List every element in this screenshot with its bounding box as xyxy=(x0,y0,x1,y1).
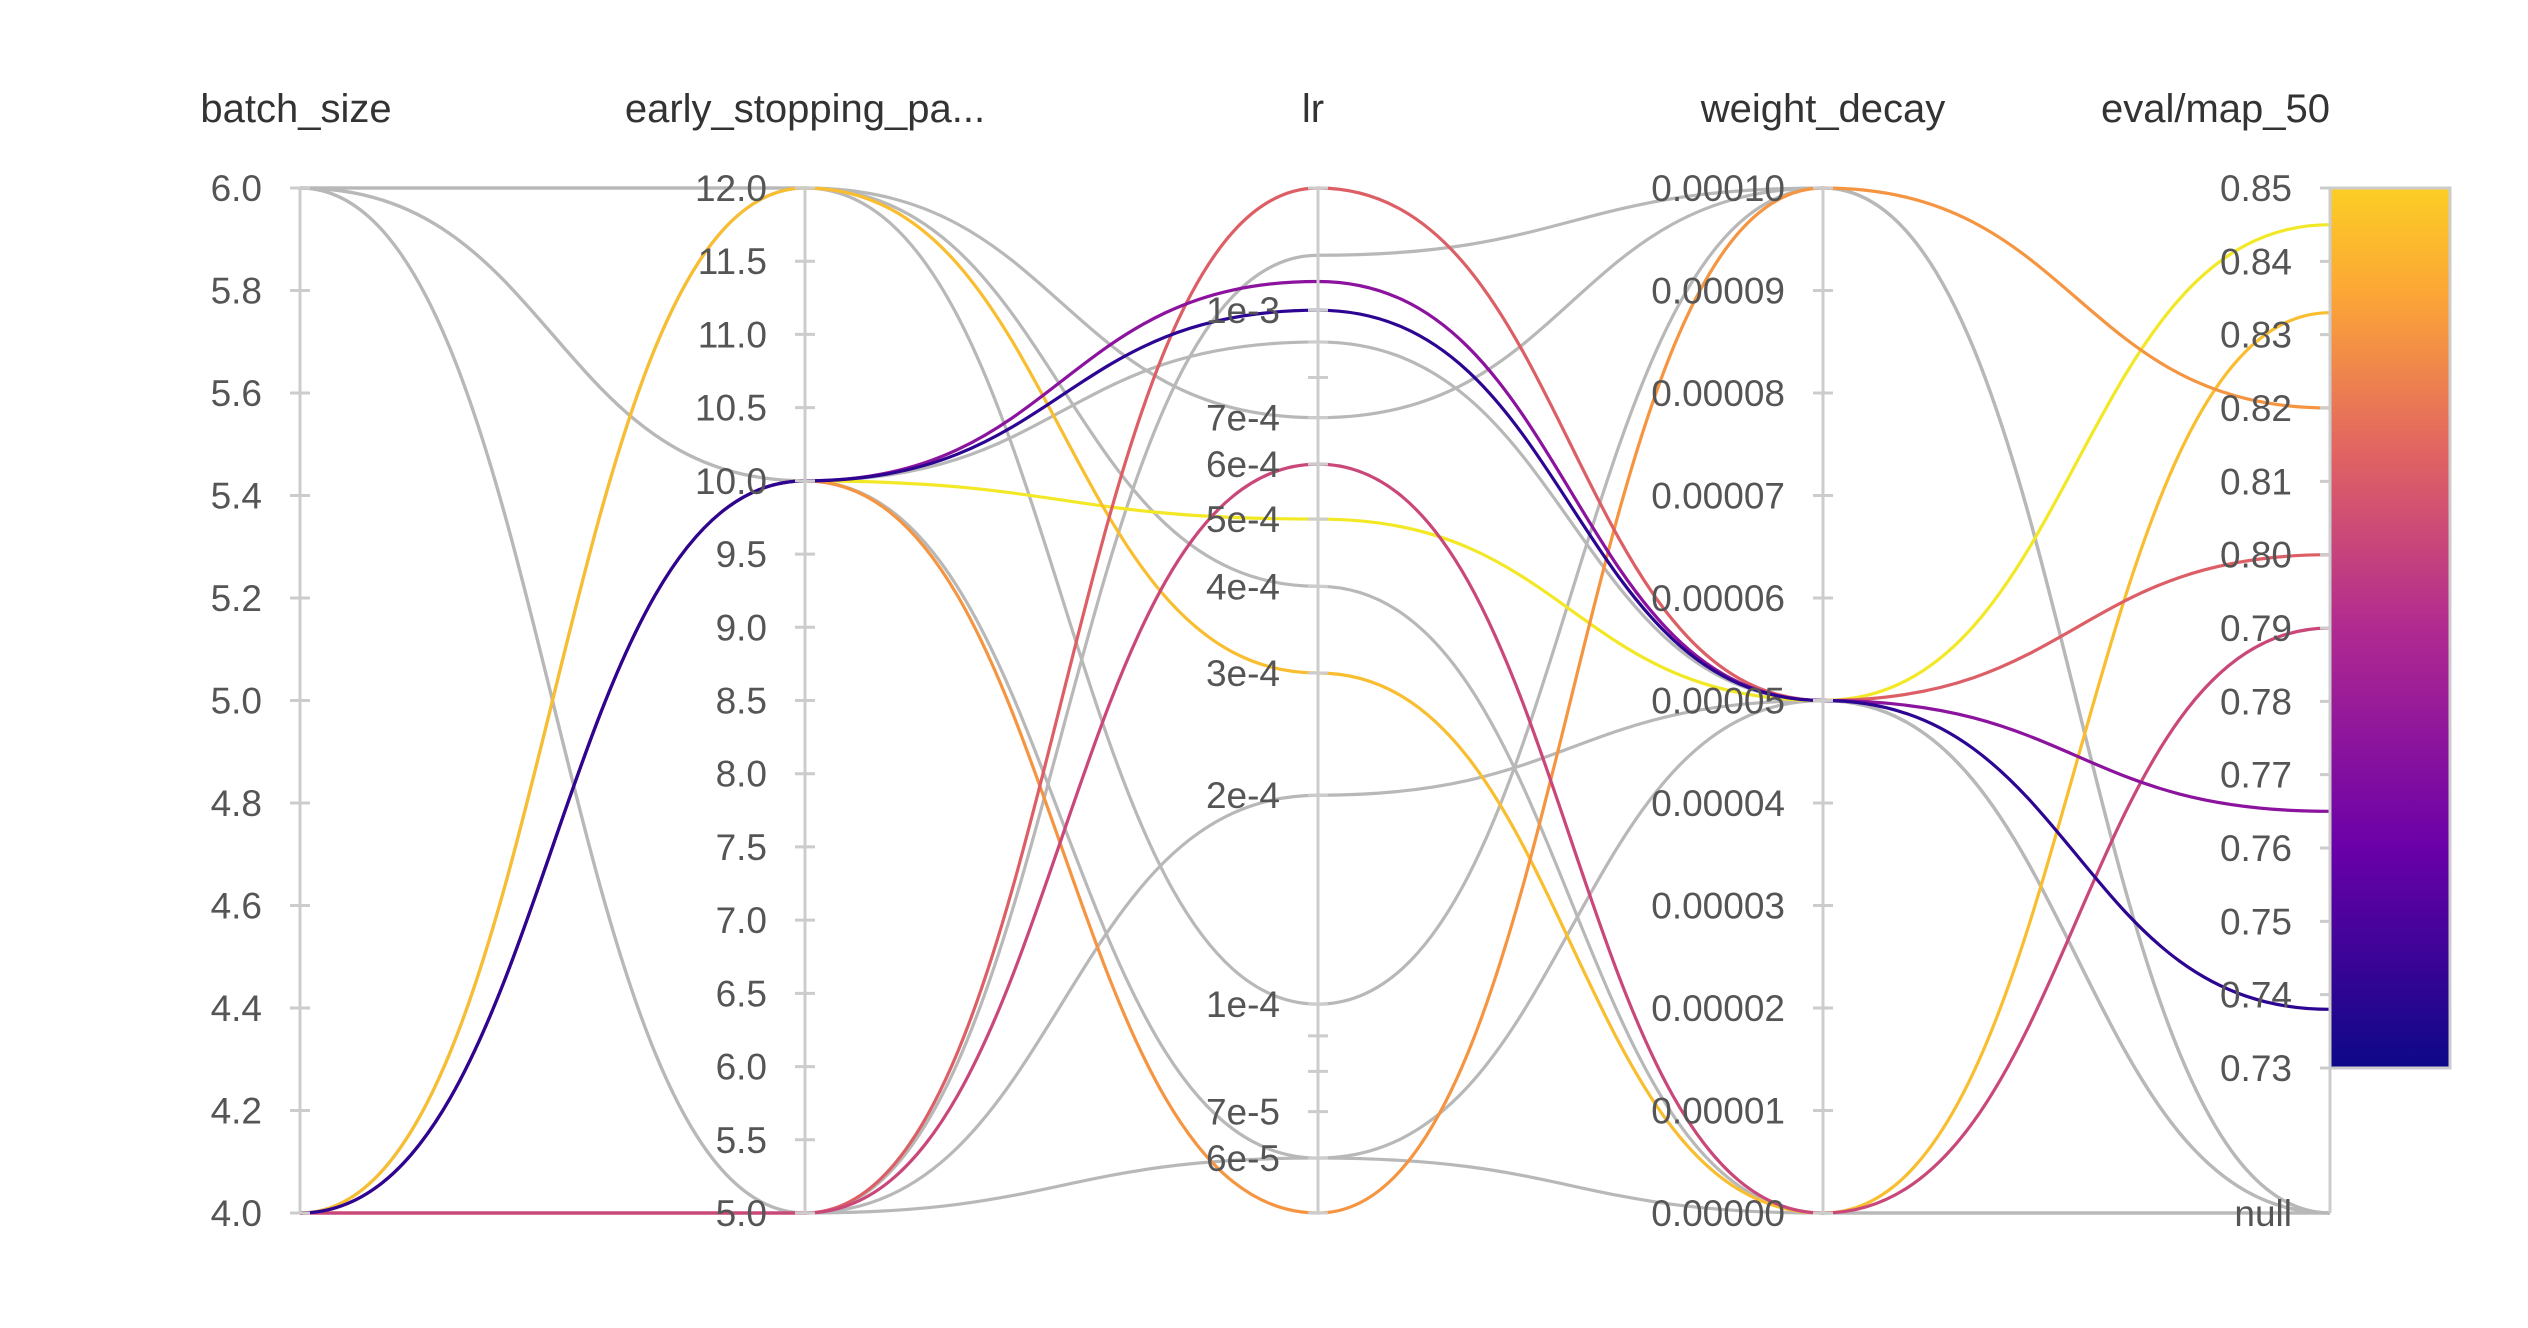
tick-label-batch-size-5-0: 5.0 xyxy=(211,681,262,722)
tick-label-batch-size-5-2: 5.2 xyxy=(211,578,262,619)
tick-label-batch-size-4-0: 4.0 xyxy=(211,1193,262,1234)
tick-label-eval-map-50-0-84: 0.84 xyxy=(2220,241,2292,282)
tick-label-early-stopping-8-5: 8.5 xyxy=(716,681,767,722)
tick-label-early-stopping-9-5: 9.5 xyxy=(716,534,767,575)
run-line-14[interactable] xyxy=(299,186,2330,1215)
tick-label-lr-1e-3: 1e-3 xyxy=(1206,290,1280,331)
axis-title-weight-decay[interactable]: weight_decay xyxy=(1700,87,1946,131)
tick-label-early-stopping-7-5: 7.5 xyxy=(716,827,767,868)
tick-label-eval-map-50-0-82: 0.82 xyxy=(2220,388,2292,429)
tick-label-early-stopping-10-5: 10.5 xyxy=(695,388,767,429)
axis-batch-size[interactable]: batch_size 6.0 5.8 5.6 5.4 5.2 5.0 4.8 4.6 4.4 4.2… xyxy=(200,87,391,1234)
tick-label-early-stopping-12-0: 12.0 xyxy=(695,168,767,209)
tick-label-weight-decay-0-00009: 0.00009 xyxy=(1651,271,1785,312)
run-line-7[interactable] xyxy=(299,308,2331,1215)
axis-eval-map-50[interactable]: eval/map_50 0.85 0.84 0.83 0.82 0.81 0.80 0.79 0… xyxy=(2101,87,2340,1234)
tick-label-lr-6e-5: 6e-5 xyxy=(1206,1138,1280,1179)
tick-label-eval-map-50-0-83: 0.83 xyxy=(2220,315,2292,356)
tick-label-weight-decay-0-00005: 0.00005 xyxy=(1651,681,1785,722)
tick-label-lr-3e-4: 3e-4 xyxy=(1206,653,1280,694)
tick-label-weight-decay-0-00003: 0.00003 xyxy=(1651,886,1785,927)
tick-label-lr-4e-4: 4e-4 xyxy=(1206,566,1280,607)
tick-label-lr-7e-4: 7e-4 xyxy=(1206,398,1280,439)
tick-label-eval-map-50-null: null xyxy=(2234,1193,2292,1234)
tick-label-early-stopping-5-5: 5.5 xyxy=(716,1120,767,1161)
tick-label-weight-decay-0-00004: 0.00004 xyxy=(1651,783,1785,824)
tick-label-batch-size-4-6: 4.6 xyxy=(211,886,262,927)
tick-label-weight-decay-0-00010: 0.00010 xyxy=(1651,168,1785,209)
tick-label-batch-size-4-8: 4.8 xyxy=(211,783,262,824)
tick-label-lr-2e-4: 2e-4 xyxy=(1206,775,1280,816)
tick-label-eval-map-50-0-80: 0.80 xyxy=(2220,535,2292,576)
axis-lr[interactable]: lr 1e-3 7e-4 6e-4 5e-4 4e-4 3e-4 2e-4 1e-4 7e-5 6e… xyxy=(1206,87,1328,1215)
run-line-1[interactable] xyxy=(299,223,2331,1215)
tick-label-weight-decay-0-00000: 0.00000 xyxy=(1651,1193,1785,1234)
axis-title-lr[interactable]: lr xyxy=(1302,87,1324,131)
tick-label-weight-decay-0-00007: 0.00007 xyxy=(1651,476,1785,517)
tick-label-eval-map-50-0-79: 0.79 xyxy=(2220,608,2292,649)
tick-label-early-stopping-6-0: 6.0 xyxy=(716,1047,767,1088)
tick-label-eval-map-50-0-77: 0.77 xyxy=(2220,755,2292,796)
tick-label-lr-5e-4: 5e-4 xyxy=(1206,499,1280,540)
axis-title-batch-size[interactable]: batch_size xyxy=(200,87,391,131)
colorbar xyxy=(2328,186,2452,1070)
tick-label-batch-size-5-4: 5.4 xyxy=(211,476,262,517)
tick-label-lr-7e-5: 7e-5 xyxy=(1206,1092,1280,1133)
axis-title-eval-map-50[interactable]: eval/map_50 xyxy=(2101,87,2330,131)
axis-early-stopping[interactable]: early_stopping_pa... 12.0 11.5 11.0 10.5 10.0… xyxy=(625,87,985,1234)
tick-label-batch-size-6-0: 6.0 xyxy=(211,168,262,209)
tick-label-early-stopping-5-0: 5.0 xyxy=(716,1193,767,1234)
run-line-15[interactable] xyxy=(300,698,2331,1215)
tick-label-early-stopping-6-5: 6.5 xyxy=(716,973,767,1014)
tick-label-lr-1e-4: 1e-4 xyxy=(1206,984,1280,1025)
tick-label-early-stopping-7-0: 7.0 xyxy=(716,900,767,941)
tick-label-batch-size-5-8: 5.8 xyxy=(211,271,262,312)
tick-label-batch-size-4-4: 4.4 xyxy=(211,988,262,1029)
tick-label-early-stopping-9-0: 9.0 xyxy=(716,607,767,648)
run-line-5[interactable] xyxy=(300,462,2331,1215)
tick-label-eval-map-50-0-76: 0.76 xyxy=(2220,828,2292,869)
run-line-6[interactable] xyxy=(299,279,2331,1215)
tick-label-weight-decay-0-00008: 0.00008 xyxy=(1651,373,1785,414)
tick-label-lr-6e-4: 6e-4 xyxy=(1206,444,1280,485)
tick-label-batch-size-5-6: 5.6 xyxy=(211,373,262,414)
axis-weight-decay[interactable]: weight_decay 0.00010 0.00009 0.00008 0.00007… xyxy=(1651,87,1945,1234)
tick-label-weight-decay-0-00002: 0.00002 xyxy=(1651,988,1785,1029)
tick-label-early-stopping-11-0: 11.0 xyxy=(698,314,767,355)
tick-label-eval-map-50-0-78: 0.78 xyxy=(2220,681,2292,722)
axis-title-early-stopping[interactable]: early_stopping_pa... xyxy=(625,87,985,131)
tick-label-eval-map-50-0-81: 0.81 xyxy=(2220,461,2292,502)
tick-label-eval-map-50-0-85: 0.85 xyxy=(2220,168,2292,209)
tick-label-weight-decay-0-00006: 0.00006 xyxy=(1651,578,1785,619)
tick-label-batch-size-4-2: 4.2 xyxy=(211,1091,262,1132)
tick-label-eval-map-50-0-73: 0.73 xyxy=(2220,1048,2292,1089)
tick-label-eval-map-50-0-74: 0.74 xyxy=(2220,975,2292,1016)
tick-label-early-stopping-10-0: 10.0 xyxy=(695,461,767,502)
tick-label-eval-map-50-0-75: 0.75 xyxy=(2220,901,2292,942)
tick-label-weight-decay-0-00001: 0.00001 xyxy=(1651,1091,1785,1132)
tick-label-early-stopping-11-5: 11.5 xyxy=(698,241,767,282)
tick-label-early-stopping-8-0: 8.0 xyxy=(716,754,767,795)
